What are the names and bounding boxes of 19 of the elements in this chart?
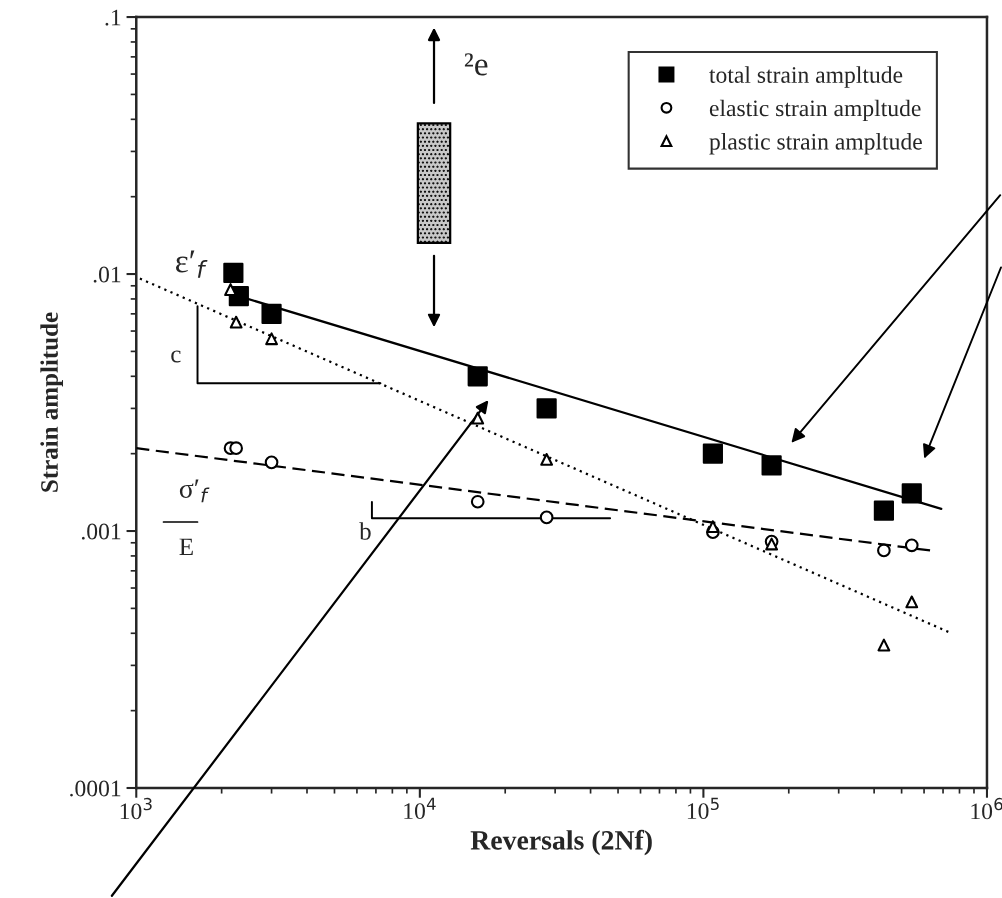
x-tick-label: 10$^{6}$ (971, 797, 1002, 820)
y-tick-label: .001 (81, 523, 121, 540)
annotation: ε′$_{f}$ (176, 250, 208, 278)
annotation: E (179, 538, 193, 556)
annotation: b (359, 522, 371, 540)
x-tick-label: 10$^{4}$ (404, 797, 436, 820)
legend-label: total strain ampltude (709, 66, 903, 88)
x-tick-label: 10$^{3}$ (120, 797, 152, 820)
legend-label: plastic strain ampltude (709, 133, 922, 155)
x-axis-title: Reversals (2Nf) (470, 829, 652, 856)
y-tick-label: .1 (105, 9, 121, 26)
y-tick-label: .0001 (70, 780, 121, 797)
y-axis-title: Strain amplitude (40, 312, 64, 492)
y-tick-label: .01 (93, 266, 121, 283)
annotation: ²e (464, 53, 488, 76)
legend-label: elastic strain ampltude (709, 99, 921, 122)
annotation: c (171, 350, 181, 363)
x-tick-label: 10$^{5}$ (687, 797, 719, 820)
annotation: σ′$_{f}$ (179, 479, 210, 503)
